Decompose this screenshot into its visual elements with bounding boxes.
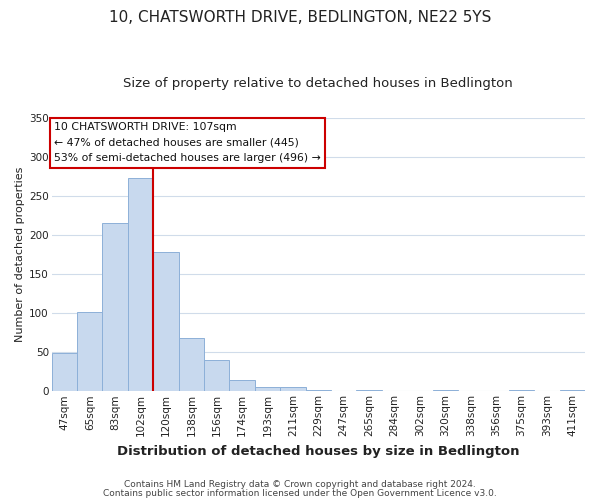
- Bar: [433, 390, 458, 392]
- Bar: [356, 390, 382, 392]
- Bar: [509, 390, 534, 392]
- Bar: [52, 353, 77, 392]
- Bar: [280, 388, 305, 392]
- Bar: [153, 252, 179, 392]
- Bar: [560, 390, 585, 392]
- Bar: [128, 178, 153, 392]
- Y-axis label: Number of detached properties: Number of detached properties: [15, 167, 25, 342]
- Text: 10 CHATSWORTH DRIVE: 107sqm
← 47% of detached houses are smaller (445)
53% of se: 10 CHATSWORTH DRIVE: 107sqm ← 47% of det…: [55, 122, 321, 164]
- Text: 10, CHATSWORTH DRIVE, BEDLINGTON, NE22 5YS: 10, CHATSWORTH DRIVE, BEDLINGTON, NE22 5…: [109, 10, 491, 25]
- Bar: [255, 386, 280, 392]
- Text: Contains HM Land Registry data © Crown copyright and database right 2024.: Contains HM Land Registry data © Crown c…: [124, 480, 476, 489]
- X-axis label: Distribution of detached houses by size in Bedlington: Distribution of detached houses by size …: [117, 444, 520, 458]
- Bar: [103, 224, 128, 392]
- Text: Contains public sector information licensed under the Open Government Licence v3: Contains public sector information licen…: [103, 488, 497, 498]
- Bar: [305, 390, 331, 392]
- Bar: [229, 380, 255, 392]
- Bar: [179, 338, 204, 392]
- Title: Size of property relative to detached houses in Bedlington: Size of property relative to detached ho…: [124, 78, 513, 90]
- Bar: [77, 312, 103, 392]
- Bar: [204, 360, 229, 392]
